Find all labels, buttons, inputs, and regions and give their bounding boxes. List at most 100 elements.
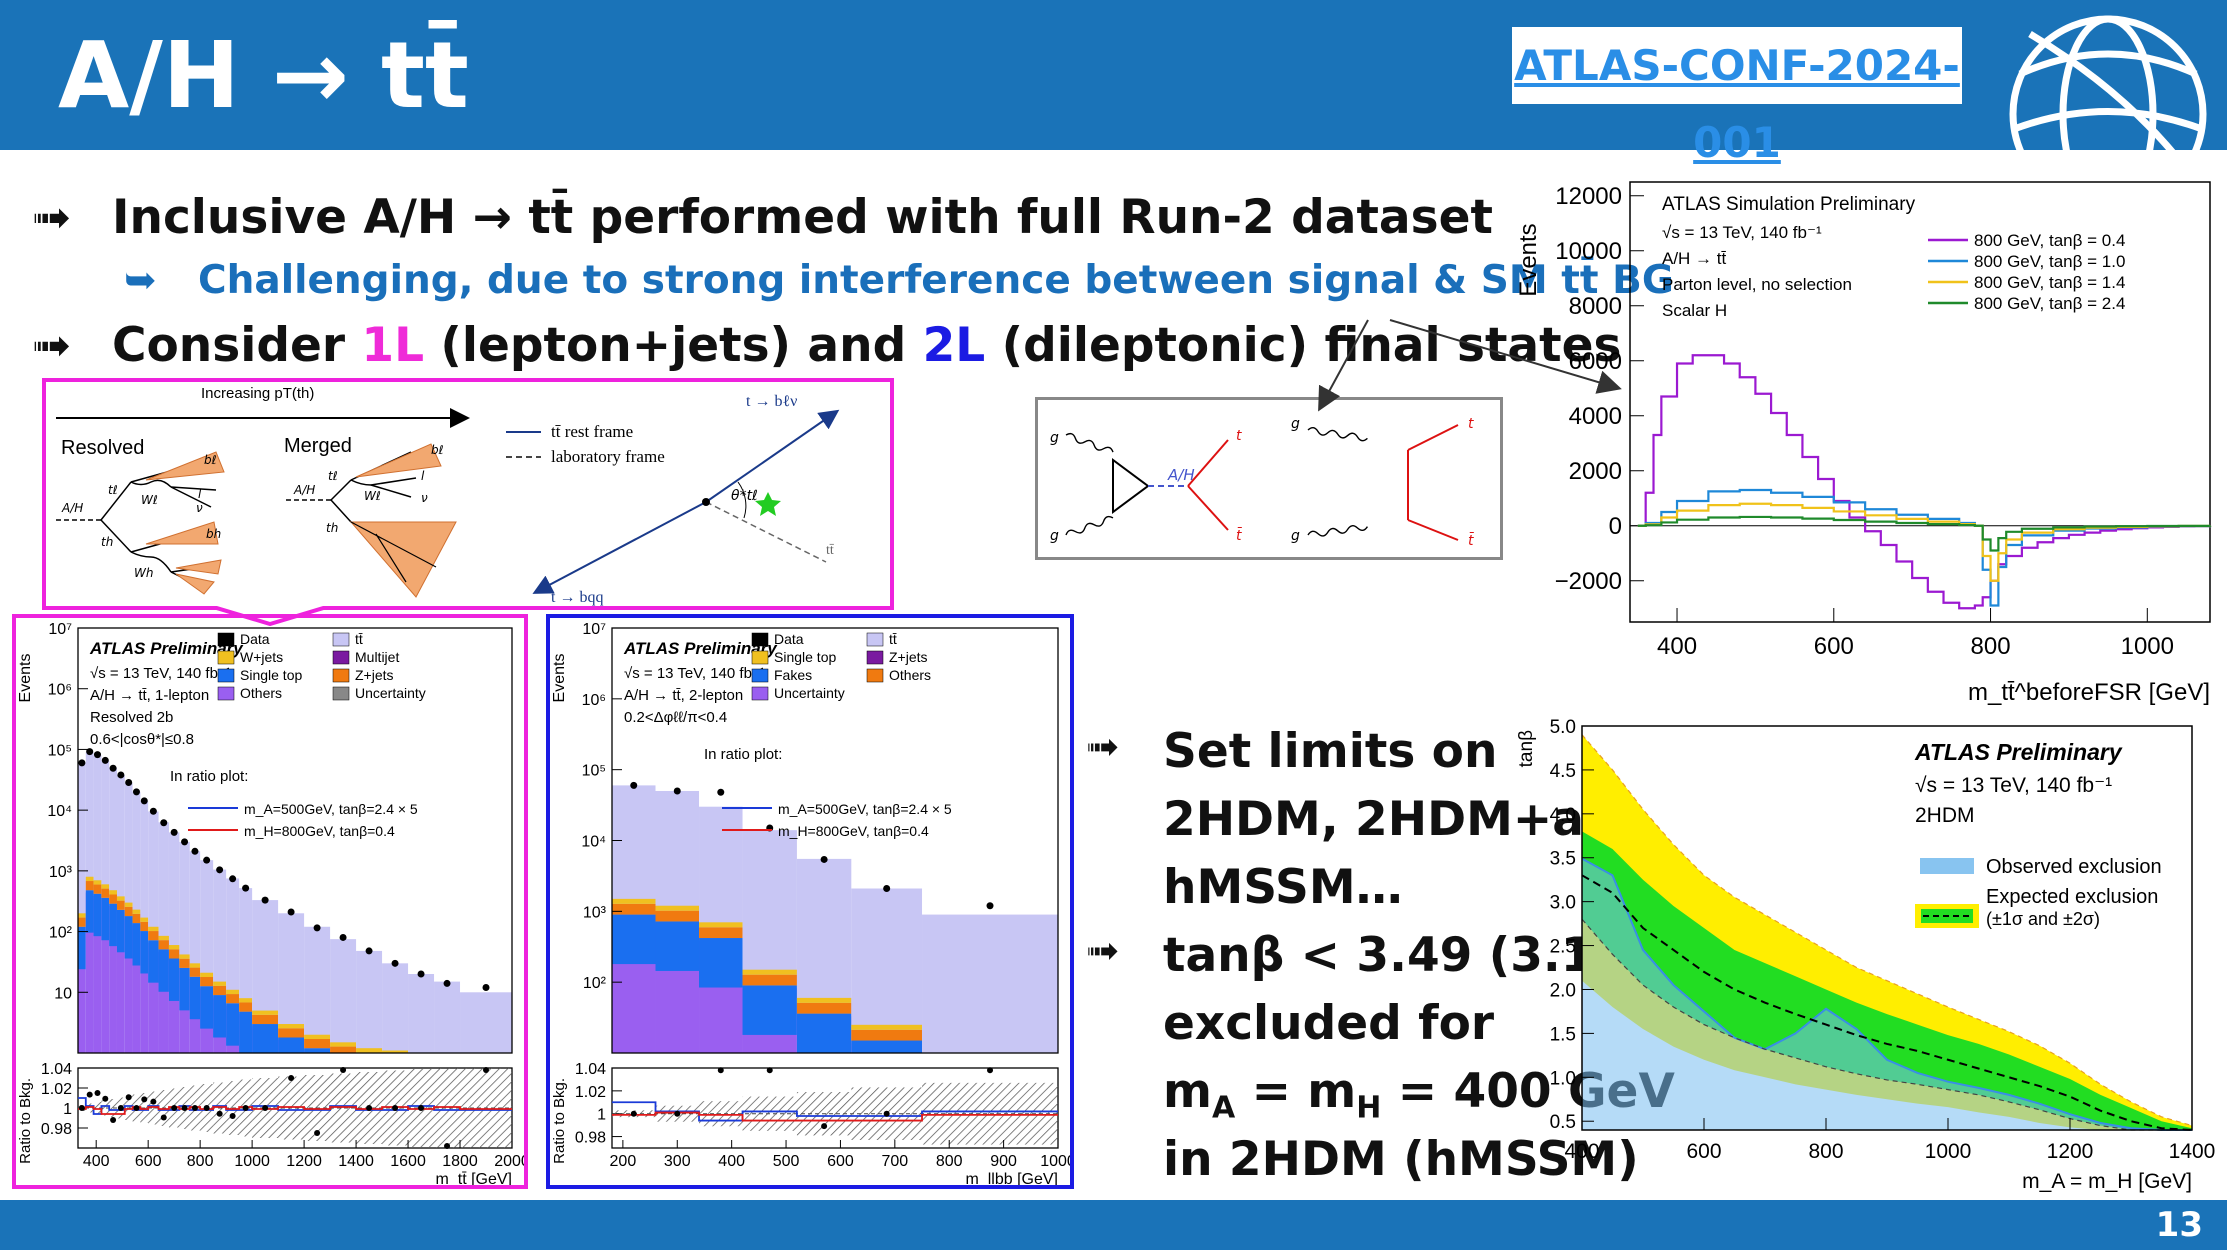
ratio-point	[78, 1105, 85, 1111]
legend-swatch-6	[751, 686, 769, 701]
ratio-point	[674, 1110, 681, 1117]
x-axis-label: m_tt̄ [GeV]	[436, 1171, 512, 1185]
ratio-point	[821, 1123, 828, 1130]
data-point	[287, 908, 295, 916]
bkg-bar	[239, 998, 253, 1003]
y-tick-label: 3.0	[1550, 893, 1576, 914]
bkg-bar	[93, 880, 102, 885]
data-point	[181, 838, 189, 846]
bkg-bar	[796, 1002, 852, 1014]
uncertainty-band	[460, 1068, 512, 1148]
ratio-point	[242, 1105, 249, 1111]
limits-line-7: in 2HDM (hMSSM)	[1163, 1132, 1639, 1187]
ratio-point	[630, 1110, 637, 1117]
data-point	[883, 885, 891, 893]
chart-title: ATLAS Preliminary	[623, 639, 778, 658]
bkg-bar	[213, 985, 227, 996]
x-tick-label: 600	[1814, 633, 1854, 660]
bkg-bar	[612, 898, 656, 904]
topo-l-res: l	[198, 487, 202, 501]
1L-distribution-chart: 10 10² 10³ 10⁴ 10⁵ 10⁶ 10⁷ Events 0.98 1 1.02 1.04 R…	[17, 621, 524, 1185]
minus1-line	[1581, 918, 2192, 1131]
observed-line	[1581, 857, 2192, 1131]
data-point	[93, 751, 101, 759]
chart-annotation-0: √s = 13 TeV, 140 fb⁻¹	[1662, 223, 1822, 242]
legend-label-2: 800 GeV, tanβ = 1.4	[1974, 273, 2125, 292]
ratio-tick-label: 0.98	[41, 1121, 72, 1138]
bkg-bar	[93, 893, 102, 937]
plot-frame	[1581, 725, 2193, 1131]
y-tick-label: 4000	[1569, 403, 1622, 430]
data-point	[717, 788, 725, 796]
legend-swatch-4	[751, 668, 769, 683]
ttbar-bar	[460, 992, 512, 1053]
ratio-point	[203, 1105, 210, 1111]
uncertainty-band	[213, 1082, 227, 1134]
label-1L: 1L	[361, 318, 425, 373]
legend-swatch-2	[751, 650, 769, 665]
y-tick-label: 2.0	[1550, 980, 1576, 1001]
bkg-bar	[132, 913, 141, 924]
data-point	[365, 947, 373, 955]
y-tick-label: 10000	[1555, 238, 1622, 265]
ratio-point	[340, 1067, 347, 1073]
ratio-point	[229, 1113, 236, 1119]
series-line-1	[1637, 488, 2212, 607]
series-line-3	[1637, 515, 2212, 552]
ttbar-bar	[922, 914, 1058, 1053]
bkg-bar	[330, 1046, 357, 1053]
reference-link[interactable]: ATLAS-CONF-2024-001	[1514, 41, 1960, 167]
topology-frame	[42, 378, 894, 610]
bkg-bar	[168, 949, 180, 959]
slide-title: A/H → tt̄	[58, 22, 469, 129]
x-tick-label: 1600	[390, 1153, 426, 1170]
y-tick-label: 4.5	[1550, 761, 1576, 782]
x-tick-label: 1000	[2121, 633, 2174, 660]
bkg-bar	[101, 888, 110, 898]
chart-annotation-3: Scalar H	[1662, 301, 1727, 320]
feyn-AH-label: A/H	[1167, 466, 1195, 484]
bkg-bar	[612, 903, 656, 915]
y-tick-label: 10²	[49, 925, 73, 942]
feyn-g4: g	[1291, 528, 1300, 544]
legend-label-1: tt̄	[355, 631, 363, 647]
y-tick-label: 2000	[1569, 458, 1622, 485]
chart-annotation-1: A/H → tt̄	[1662, 249, 1727, 268]
topo-th-merged: th	[326, 521, 338, 535]
legend-label-1: 800 GeV, tanβ = 1.0	[1974, 252, 2125, 271]
ratio-point	[392, 1105, 399, 1111]
bkg-bar	[132, 925, 141, 1053]
topology-diagram: Increasing pT(th) Resolved Merged A/H tℓ…	[56, 385, 840, 606]
x-axis-label: m_A = m_H [GeV]	[2022, 1170, 2192, 1193]
bkg-bar	[158, 940, 169, 950]
data-point	[820, 855, 828, 863]
chart-annotation-2: Resolved 2b	[90, 709, 173, 726]
data-point	[242, 884, 250, 892]
sub-bullet-interference: Challenging, due to strong interference …	[198, 258, 1674, 303]
uncertainty-band	[85, 1103, 94, 1113]
x-tick-label: 200	[610, 1153, 637, 1170]
ratio-point	[171, 1105, 178, 1111]
ttbar-bar	[330, 939, 357, 1053]
ratio-point	[110, 1117, 117, 1123]
y-tick-label: 10⁶	[48, 682, 72, 699]
y-tick-label: 10⁷	[48, 621, 72, 638]
lab-frame-label: laboratory frame	[551, 447, 665, 466]
uncertainty-band	[742, 1096, 797, 1131]
bkg-bar	[200, 986, 214, 1029]
data-point	[109, 764, 117, 772]
bkg-bar	[179, 967, 190, 1011]
data-point	[203, 856, 211, 864]
feyn-t1: t	[1236, 428, 1242, 444]
legend-label-7: Uncertainty	[355, 685, 426, 701]
y-tick-label: 12000	[1555, 183, 1622, 210]
pointer-arrows	[1318, 319, 1622, 412]
legend-expected-label: Expected exclusion	[1986, 886, 2158, 908]
y-tick-label: 10⁴	[581, 834, 606, 851]
ttbar-label: tt̄	[826, 543, 835, 558]
bkg-bar	[132, 923, 141, 966]
ttbar-bar	[78, 762, 86, 1053]
ratio-point	[883, 1110, 890, 1117]
bkg-bar	[330, 1042, 357, 1047]
x-tick-label: 900	[990, 1153, 1017, 1170]
